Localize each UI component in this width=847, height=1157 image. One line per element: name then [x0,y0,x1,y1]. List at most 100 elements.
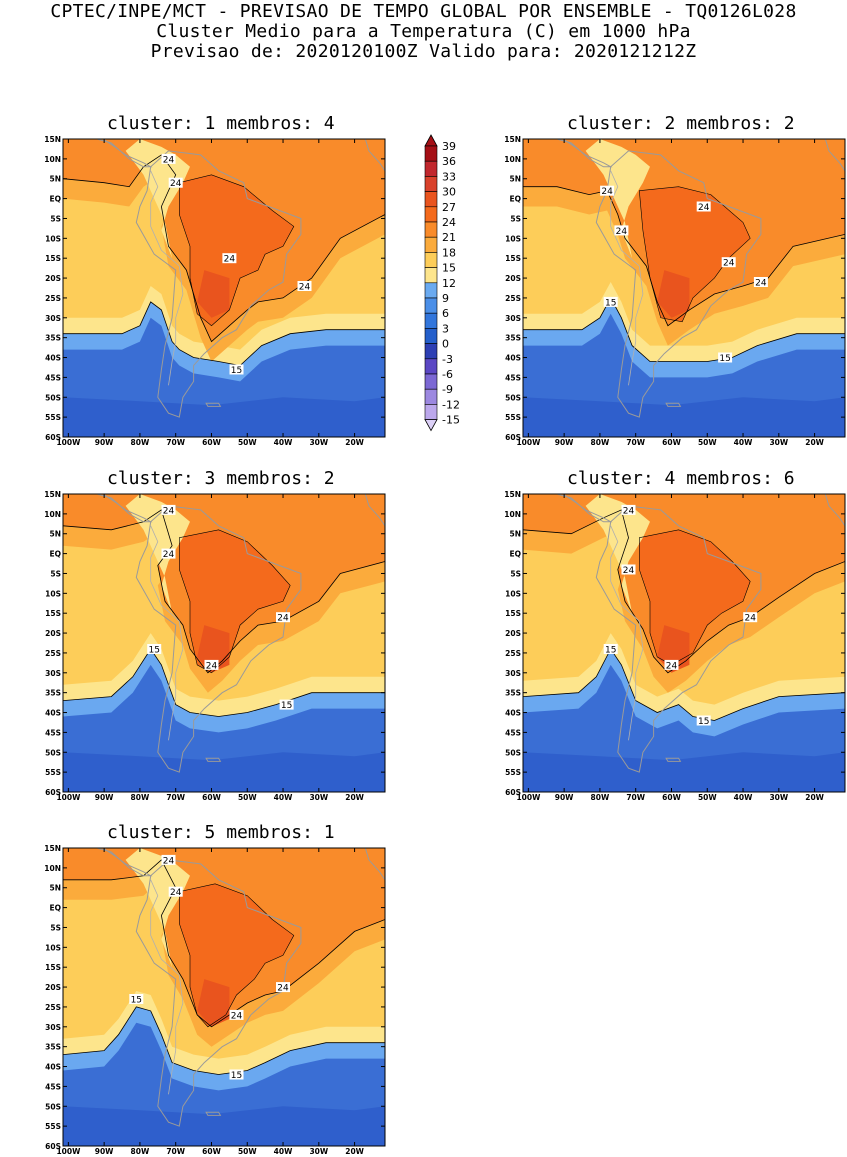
lat-label: 25S [45,1003,61,1012]
south-america-coastline [595,505,762,773]
lat-label: 40S [505,354,521,363]
contour-label: 15 [131,996,142,1006]
map-frame [522,493,846,793]
contour-label: 24 [666,661,678,671]
lat-label: 15S [505,254,521,263]
contour-label: 24 [277,614,289,624]
lat-label: 35S [45,334,61,343]
contour-label-box [161,153,176,164]
colorbar-label: 3 [442,322,449,335]
lon-label: 70W [626,793,645,802]
lat-label: 30S [505,669,521,678]
contour-label-box [204,659,219,670]
lat-label: 10S [45,589,61,598]
lat-label: 20S [45,274,61,283]
lat-label: 25S [505,294,521,303]
lon-label: 20W [805,438,824,447]
colorbar-segment [424,297,438,314]
lat-label: 20S [505,629,521,638]
colorbar-segment [424,252,438,268]
andes-border [610,170,644,386]
colorbar-segment [424,328,438,344]
lat-label: 15N [44,135,61,144]
map-panel-cluster-3: 24 24 24 24 15 15 15N 10N 5N EQ 5S 10S 15S 20S 25S 30S 3… [44,490,386,802]
lat-label: 55S [45,413,61,422]
contour-label-box [276,982,290,993]
lat-label: 5N [50,884,62,893]
andes-border [150,525,184,741]
lon-label: 90W [555,793,574,802]
lon-label: 30W [309,438,328,447]
lon-label: 60W [662,793,681,802]
contour-label-box [664,659,679,670]
colorbar-label: -6 [442,368,453,381]
lon-label: 20W [345,438,364,447]
lon-label: 100W [56,793,81,802]
colorbar-segment [424,404,438,420]
south-america-coastline [595,150,762,418]
andes-cool-strip [125,494,190,614]
lat-label: 15S [45,963,61,972]
lat-label: 25S [505,649,521,658]
andes-border [150,170,184,386]
contour-label-box [129,994,144,1004]
lon-label: 90W [95,438,114,447]
lon-label: 80W [591,438,610,447]
central-america-coastline [96,139,153,168]
lat-label: 35S [45,1043,61,1052]
andes-cool-strip [585,494,650,614]
lat-label: 35S [505,334,521,343]
lat-label: 60S [45,1142,61,1151]
lat-label: EQ [510,195,522,204]
lat-label: 25S [45,294,61,303]
contour-label: 24 [744,614,756,624]
colorbar-segment [424,176,438,192]
panel-title-cluster-4: cluster: 4 membros: 6 [567,468,795,489]
lat-label: 35S [505,689,521,698]
lon-label: 50W [698,438,717,447]
central-america-coastline [556,139,613,168]
lon-label: 30W [769,438,788,447]
lat-label: 15N [504,490,521,499]
lat-label: 5N [50,175,62,184]
falkland-islands [665,402,682,407]
contour-label: 24 [224,255,236,265]
lon-label: 40W [734,793,753,802]
colorbar-label: 33 [442,170,456,183]
lon-label: 50W [238,793,257,802]
lat-label: 10S [505,589,521,598]
lat-label: 5S [50,924,61,933]
lat-label: 15S [45,254,61,263]
lat-label: 35S [45,689,61,698]
colorbar-label: 39 [442,140,456,153]
colorbar-segment [424,388,438,405]
band-below-6 [523,397,845,437]
contour-label: 24 [163,506,175,516]
lat-label: 10N [44,155,61,164]
lat-label: 20S [45,983,61,992]
contour-label-box [147,644,162,654]
lat-label: 5N [510,175,522,184]
lat-label: 55S [45,768,61,777]
colorbar-label: 30 [442,186,456,199]
lon-label: 40W [734,438,753,447]
contour-label-box [600,185,615,196]
contour-27 [638,186,751,323]
map-frame [62,847,386,1147]
lat-label: 45S [505,373,521,382]
contour-label-box [222,253,237,264]
lat-label: 60S [45,433,61,442]
contour-label-box [614,225,629,236]
contour-label-box [297,281,312,291]
lat-label: 40S [45,354,61,363]
contour-label: 24 [601,187,613,197]
band-below-6 [63,397,385,437]
lat-label: 55S [505,413,521,422]
lat-label: 10N [44,864,61,873]
lon-label: 80W [131,793,150,802]
lat-label: EQ [510,550,522,559]
lat-label: 45S [45,728,61,737]
contour-label-box [161,504,176,515]
contour-15 [523,297,845,362]
falkland-islands [205,402,222,407]
